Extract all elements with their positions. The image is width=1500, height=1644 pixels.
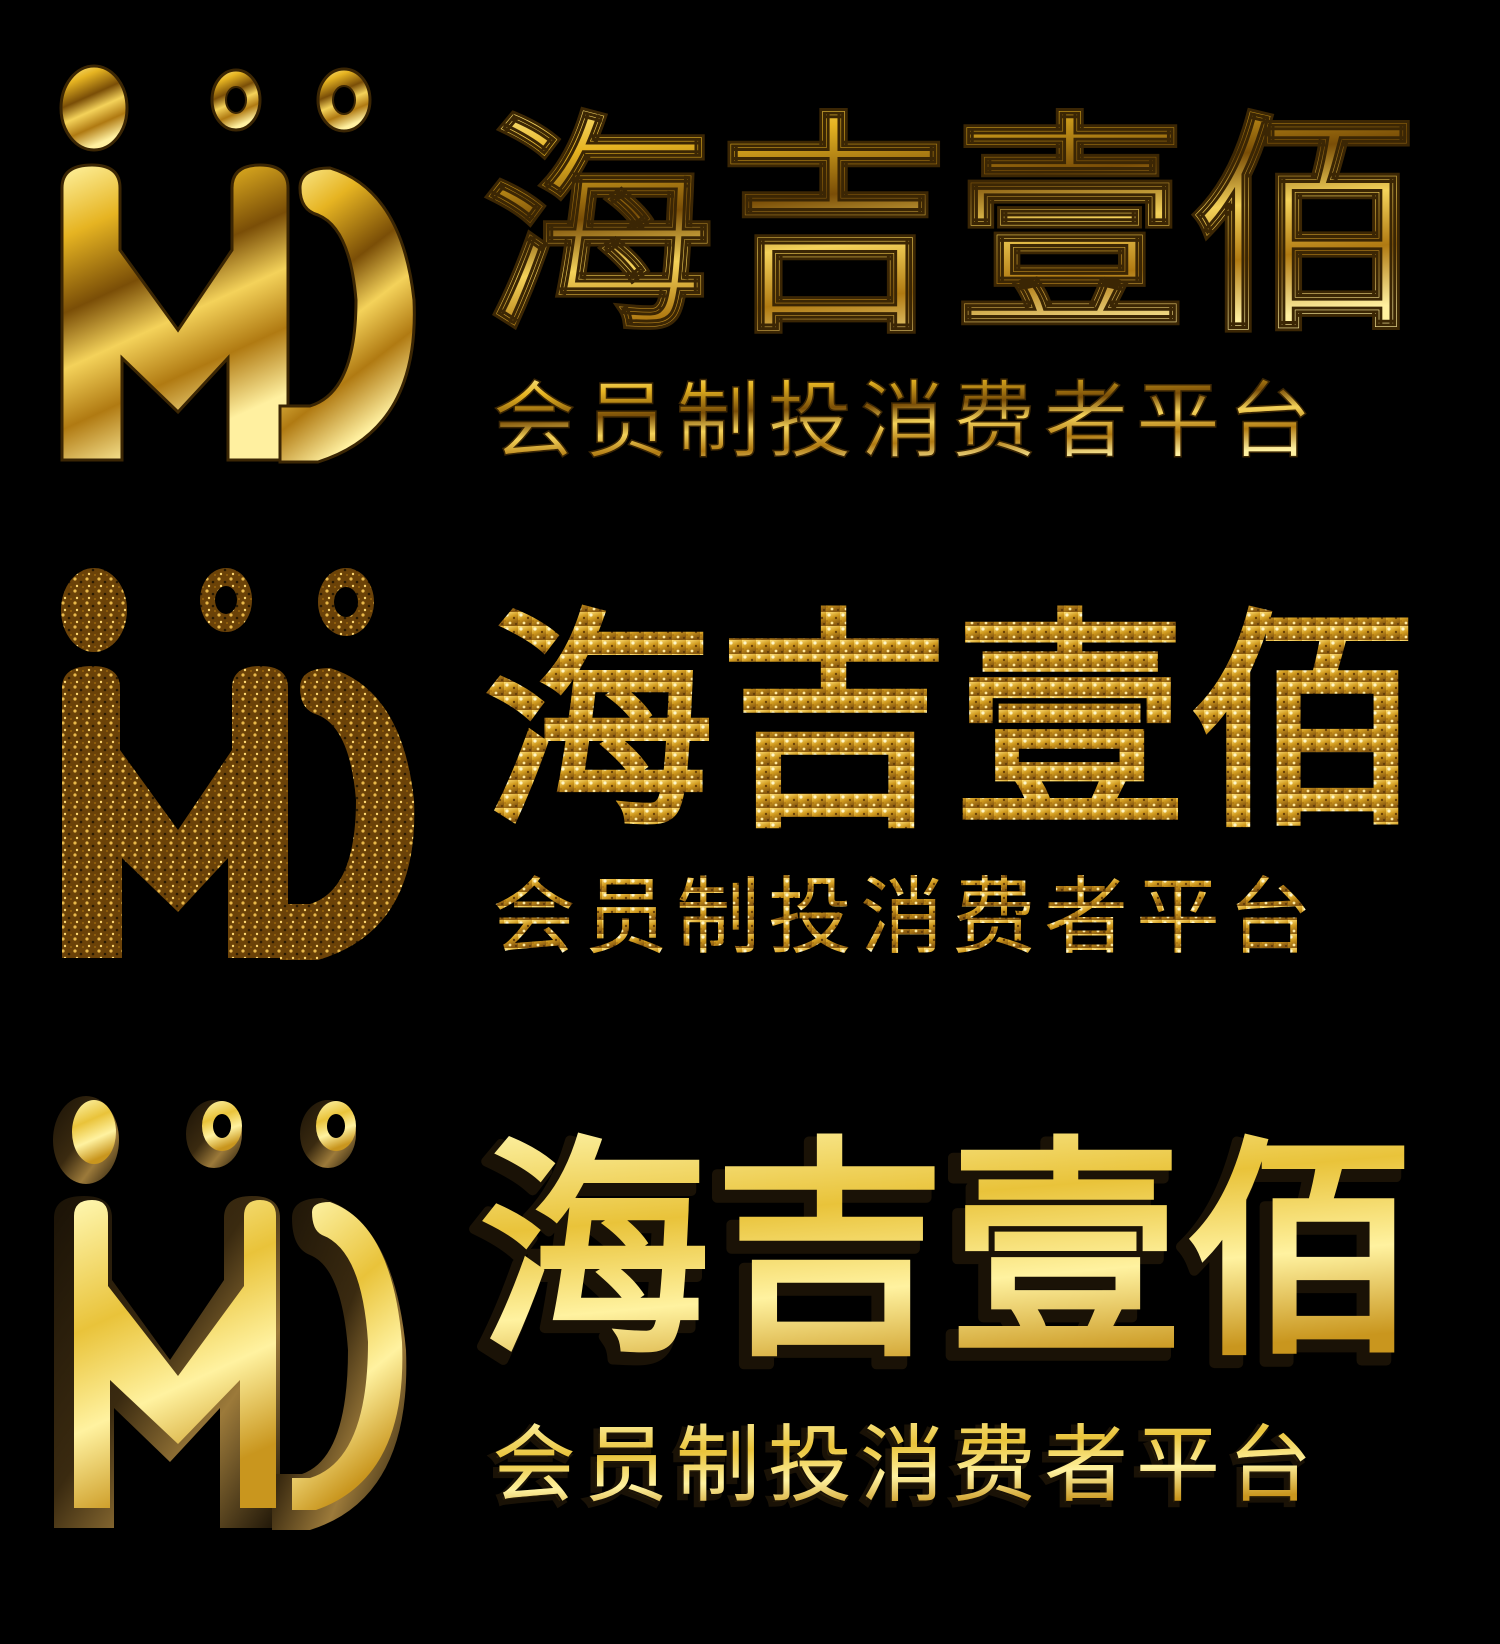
- logo-polished-gold: 海吉壹佰 会员制投消费者平台: [59, 64, 1426, 471]
- hj-monogram-icon: [59, 64, 416, 464]
- logo-glitter-gold: 海吉壹佰 会员制投消费者平台: [61, 568, 1426, 966]
- brand-tagline: 会员制投消费者平台: [492, 868, 1320, 966]
- brand-tagline: 会员制投消费者平台: [492, 1416, 1320, 1514]
- hj-monogram-icon: [53, 1096, 407, 1530]
- brand-tagline-shadow: 会员制投消费者平台: [488, 1420, 1316, 1518]
- brand-title: 海吉壹佰: [478, 1117, 1422, 1387]
- brand-title: 海吉壹佰: [482, 93, 1426, 363]
- hj-monogram-icon: [61, 568, 415, 960]
- brand-tagline: 会员制投消费者平台: [492, 372, 1320, 470]
- brand-title-shadow: 海吉壹佰: [470, 1125, 1414, 1395]
- brand-title: 海吉壹佰: [482, 589, 1426, 859]
- logo-beveled-gold: 海吉壹佰 海吉壹佰 会员制投消费者平台 会员制投消费者平台: [53, 1096, 1422, 1530]
